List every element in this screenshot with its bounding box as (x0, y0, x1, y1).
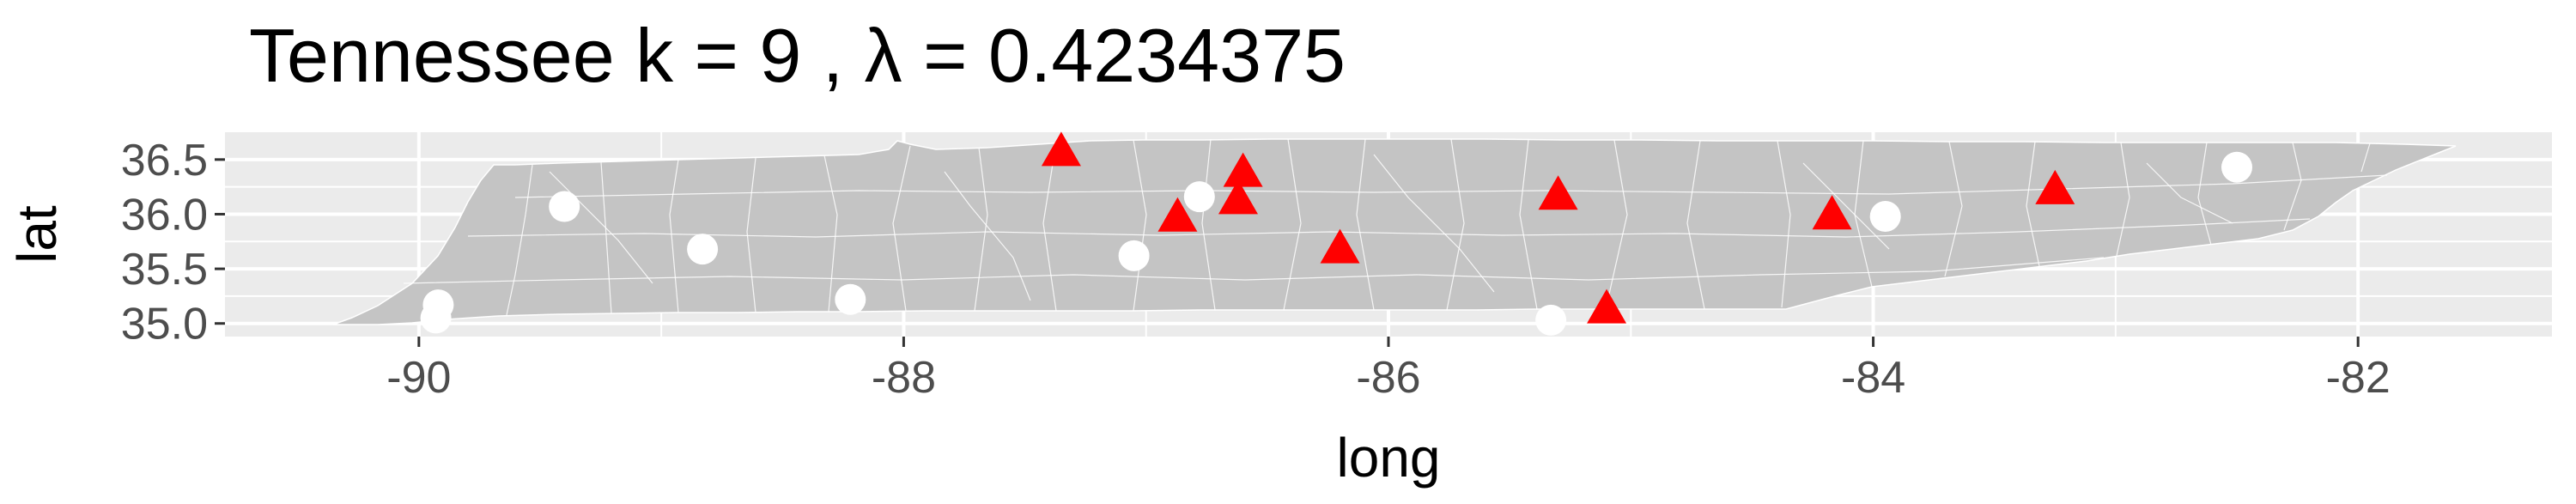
triangle-marker (1218, 179, 1258, 215)
state-outline (332, 138, 2457, 325)
x-tick-label: -82 (2326, 353, 2391, 403)
x-axis-title: long (1337, 427, 1441, 489)
x-tick-label: -84 (1841, 353, 1905, 403)
circle-marker (835, 283, 866, 315)
y-axis-title: lat (6, 205, 68, 264)
triangle-marker (1223, 152, 1263, 187)
triangle-marker (1041, 131, 1081, 167)
triangle-marker (1812, 195, 1852, 230)
circle-marker (549, 191, 580, 222)
circle-marker (1535, 304, 1567, 336)
circle-marker (1183, 181, 1215, 213)
x-tick-label: -86 (1356, 353, 1420, 403)
x-tick-label: -90 (386, 353, 451, 403)
y-tick-label: 36.0 (121, 190, 208, 240)
y-tick-label: 35.0 (121, 300, 208, 349)
county-borders (403, 138, 2388, 316)
circle-marker (1869, 201, 1901, 232)
y-tick-label: 35.5 (121, 245, 208, 295)
triangle-marker (1157, 197, 1198, 232)
circle-marker (1118, 240, 1150, 271)
chart-title: Tennessee k = 9 , λ = 0.4234375 (249, 13, 1346, 98)
x-tick-label: -88 (872, 353, 936, 403)
triangle-marker (2035, 169, 2075, 204)
triangle-marker (1587, 288, 1627, 324)
circle-marker (2221, 151, 2253, 183)
tennessee-map (332, 138, 2457, 325)
axes: -90 -88 -86 -84 -82 35.0 35.536.0 36.5 (121, 136, 2391, 403)
circle-marker (420, 302, 452, 334)
triangle-marker (1320, 228, 1360, 264)
triangle-marker (1538, 175, 1578, 210)
y-tick-label: 36.5 (121, 136, 208, 185)
data-points (420, 131, 2253, 336)
circle-marker (687, 234, 719, 265)
